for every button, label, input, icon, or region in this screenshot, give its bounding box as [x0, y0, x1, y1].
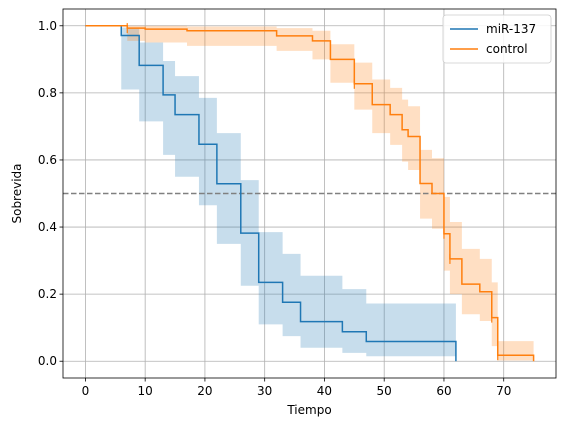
ci-band-mir-137: [85, 25, 456, 357]
survival-line-control: [85, 25, 535, 362]
legend-box: [442, 14, 552, 64]
x-tick-label: 10: [138, 384, 153, 398]
censor-marks: [126, 23, 499, 361]
survival-line-mir-137: [85, 25, 457, 362]
y-tick-label: 0.8: [38, 86, 57, 100]
axis-ticks: 0 10 20 30 40 50 60 70 0.0 0.2 0.4 0.6 0.8 1.0: [38, 19, 511, 398]
y-tick-label: 0.4: [38, 220, 57, 234]
legend-label: miR-137: [486, 22, 536, 36]
x-tick-label: 0: [82, 384, 90, 398]
x-tick-label: 40: [317, 384, 332, 398]
x-tick-label: 60: [436, 384, 451, 398]
y-tick-label: 0.2: [38, 287, 57, 301]
y-tick-label: 0.6: [38, 153, 57, 167]
survival-lines: [85, 25, 535, 362]
y-tick-label: 0.0: [38, 354, 57, 368]
x-tick-label: 20: [197, 384, 212, 398]
x-tick-label: 70: [496, 384, 511, 398]
x-tick-label: 50: [377, 384, 392, 398]
legend-label: control: [486, 42, 528, 56]
grid: [63, 9, 556, 378]
confidence-bands: [85, 25, 534, 361]
plot-frame: [62, 8, 557, 379]
y-axis-label: Sobrevida: [10, 163, 24, 223]
x-axis-label: Tiempo: [286, 403, 331, 417]
legend: miR-137 control: [442, 14, 552, 64]
x-tick-label: 30: [257, 384, 272, 398]
y-tick-label: 1.0: [38, 19, 57, 33]
